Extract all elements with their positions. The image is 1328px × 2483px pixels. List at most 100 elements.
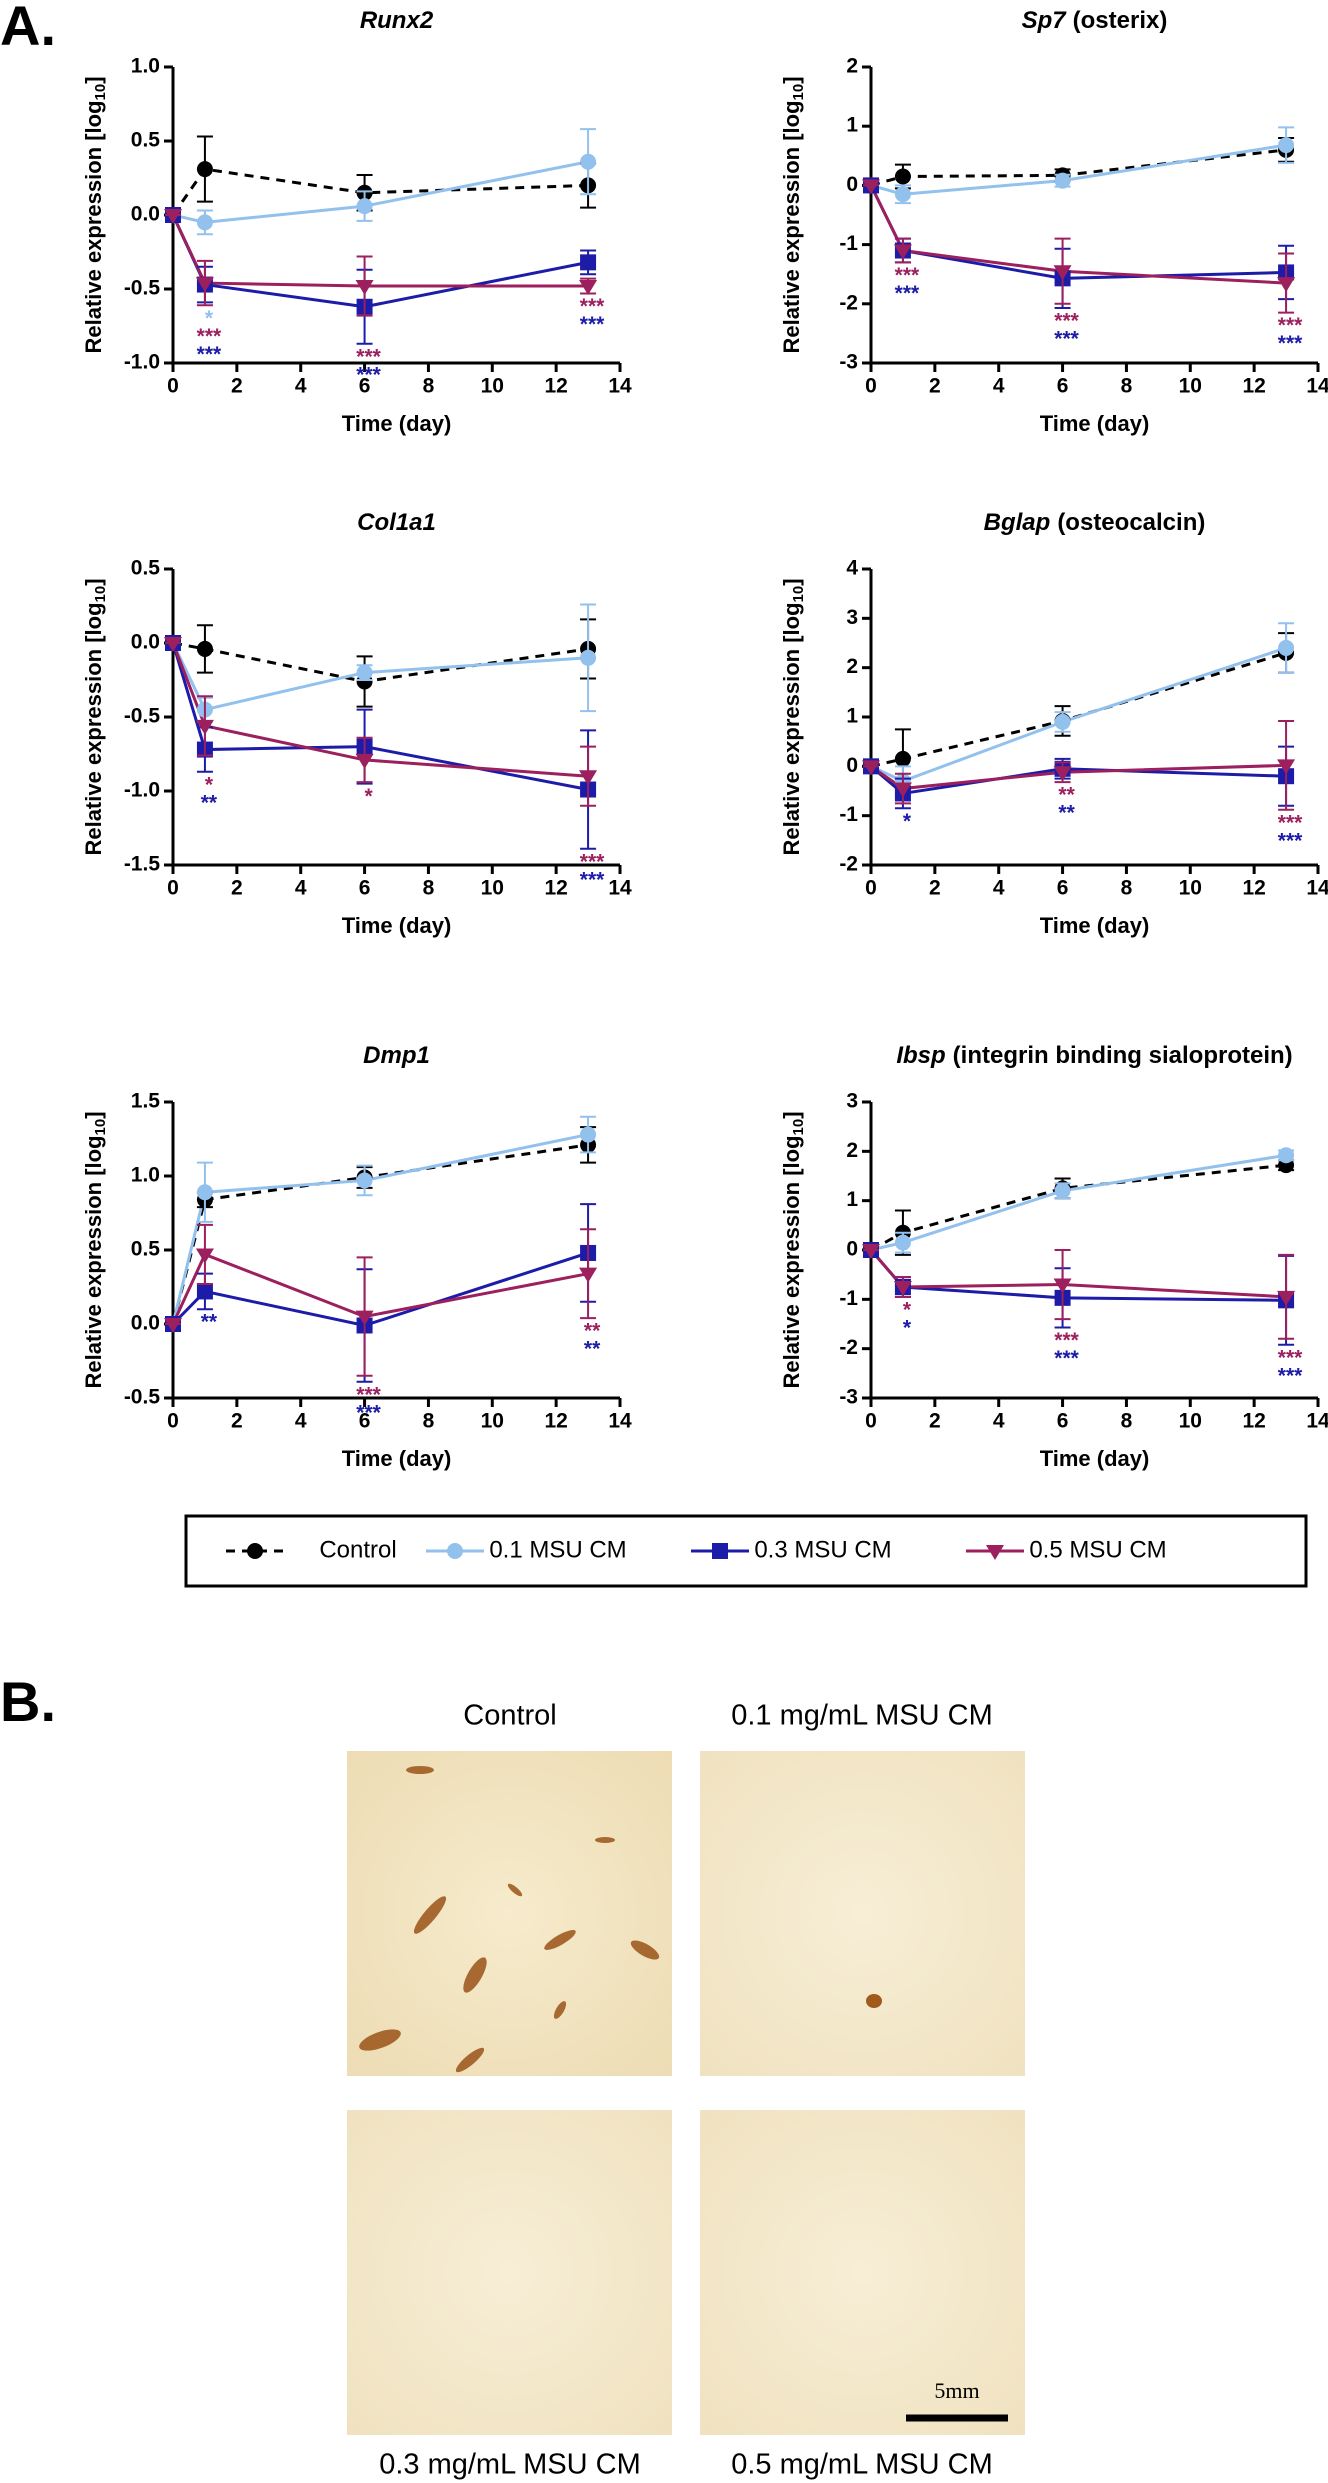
y-label-text: Relative expression [log [81,1135,106,1388]
y-label-sub: 10 [92,586,109,603]
marker [580,153,597,170]
y-tick-label: -1.0 [124,779,160,802]
y-tick-label: 1 [846,114,858,137]
y-label-sub: 10 [92,1119,109,1136]
significance-label: *** [580,868,605,891]
x-tick-label: 10 [481,375,504,398]
significance-label: *** [356,1383,381,1406]
significance-label: * [903,810,912,833]
x-tick-label: 2 [929,375,941,398]
x-tick-label: 14 [1306,877,1328,900]
y-tick-label: 3 [846,606,858,629]
y-tick-label: -0.5 [124,705,161,728]
marker [580,254,597,271]
significance-label: *** [580,850,605,873]
y-tick-label: -1 [839,1287,858,1310]
chart-title: Dmp1 [363,1042,430,1069]
x-tick-label: 12 [1242,1410,1265,1433]
micrograph [347,1751,672,2076]
scale-bar-label: 5mm [934,2378,979,2403]
marker [862,1244,880,1259]
y-axis-label: Relative expression [log10] [81,1111,109,1388]
marker [164,637,182,652]
micrograph [700,2110,1025,2435]
significance-label: * [205,307,214,330]
marker [893,1281,912,1296]
y-label-end: ] [81,1111,106,1118]
significance-label: ** [1058,784,1075,807]
significance-label: *** [1054,309,1079,332]
significance-label: *** [580,313,605,336]
y-tick-label: 0.5 [131,129,161,152]
image-label: 0.5 mg/mL MSU CM [731,2449,993,2481]
y-tick-label: -2 [839,1336,858,1359]
y-tick-label: 1 [846,705,858,728]
marker [1278,137,1295,154]
x-tick-label: 0 [167,877,179,900]
chart-title: Ibsp (integrin binding sialoprotein) [896,1042,1292,1069]
y-tick-label: 0 [846,1238,858,1261]
chart-title: Sp7 (osterix) [1022,7,1168,34]
y-label-sub: 10 [92,84,109,101]
y-tick-label: 0 [846,173,858,196]
chart: Dmp1 -0.5 0.0 0.5 1.0 1.5 0 2 4 6 8 10 12 14 Time (day… [81,1042,632,1470]
x-tick-label: 6 [359,375,371,398]
marker [1053,265,1072,281]
title-gene: Sp7 [1022,7,1068,34]
x-tick-label: 2 [231,877,243,900]
panel-label: A. [0,0,56,57]
x-tick-label: 2 [231,375,243,398]
marker [893,244,912,260]
marker [862,760,880,776]
series-line [171,1252,589,1325]
y-tick-label: -0.5 [124,277,161,300]
marker [580,649,597,666]
y-tick-label: 0.5 [131,557,161,580]
x-tick-label: 4 [295,877,307,900]
significance-label: ** [584,1338,601,1361]
x-tick-label: 8 [423,1410,435,1433]
y-tick-label: 2 [846,55,858,78]
y-tick-label: 2 [846,655,858,678]
x-tick-label: 8 [1121,1410,1133,1433]
significance-label: ** [584,1320,601,1343]
marker [196,640,213,657]
marker [164,1318,182,1333]
y-label-text: Relative expression [log [779,1135,804,1388]
y-axis-label: Relative expression [log10] [779,76,807,353]
title-gene: Dmp1 [363,1042,430,1069]
x-tick-label: 14 [1306,1410,1328,1433]
series-line [870,1163,1287,1252]
marker [196,214,213,231]
x-axis-label: Time (day) [1040,1446,1150,1471]
y-label-text: Relative expression [log [81,602,106,855]
marker [356,1172,373,1189]
y-label-text: Relative expression [log [81,100,106,353]
x-tick-label: 14 [608,1410,632,1433]
legend-label: 0.3 MSU CM [754,1536,891,1563]
marker [195,1248,214,1264]
y-tick-label: -1 [839,232,858,255]
marker [579,280,598,296]
series-line [869,1249,1287,1299]
x-tick-label: 2 [929,877,941,900]
y-axis-label: Relative expression [log10] [779,578,807,855]
marker [894,186,911,203]
x-tick-label: 2 [929,1410,941,1433]
y-tick-label: 0.0 [131,1312,160,1335]
x-tick-label: 12 [1242,375,1265,398]
significance-label: *** [1278,829,1303,852]
x-tick-label: 8 [1121,877,1133,900]
y-tick-label: 1 [846,1188,858,1211]
image-label: Control [463,1700,557,1732]
significance-label: *** [1054,1329,1079,1352]
significance-label: *** [895,264,920,287]
micrograph [347,2110,672,2435]
y-axis-label: Relative expression [log10] [779,1111,807,1388]
chart-title: Bglap (osteocalcin) [984,509,1206,536]
y-label-end: ] [81,578,106,585]
marker [1053,766,1072,782]
marker [893,782,912,798]
